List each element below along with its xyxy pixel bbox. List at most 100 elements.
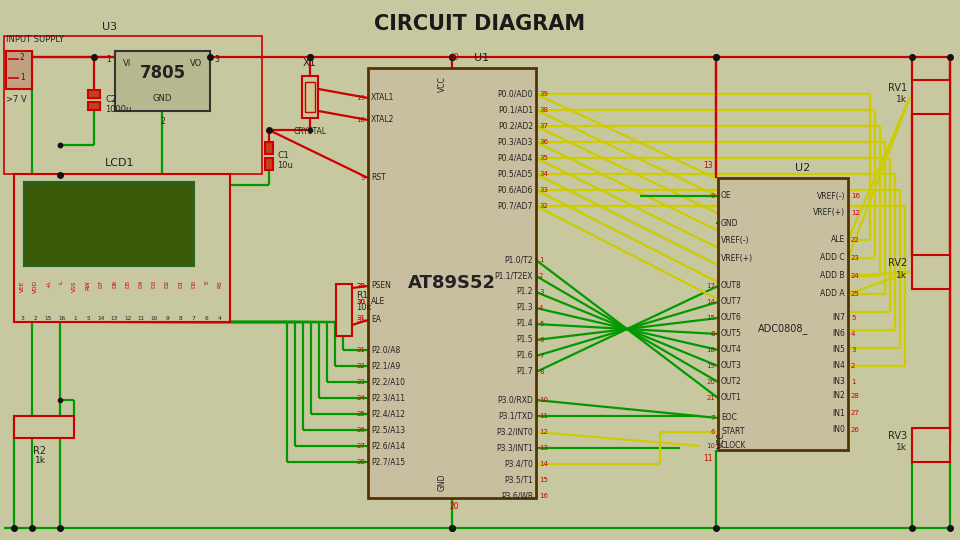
Text: IN3: IN3 <box>832 377 845 387</box>
Text: 11: 11 <box>137 316 144 321</box>
Text: 29: 29 <box>356 283 365 289</box>
Text: CLOCK: CLOCK <box>721 442 746 450</box>
Text: 9: 9 <box>165 316 169 321</box>
Text: OUT2: OUT2 <box>721 377 742 387</box>
Text: 8: 8 <box>179 316 182 321</box>
Text: 6: 6 <box>205 316 208 321</box>
Text: IN1: IN1 <box>832 408 845 417</box>
Bar <box>115 51 210 111</box>
Text: ALE: ALE <box>371 298 385 307</box>
Text: VSS: VSS <box>72 280 78 292</box>
Text: 6: 6 <box>710 429 715 435</box>
Text: R1: R1 <box>356 292 368 300</box>
Text: 37: 37 <box>539 123 548 129</box>
Text: 7: 7 <box>710 415 715 421</box>
Text: CRYSTAL: CRYSTAL <box>294 127 326 136</box>
Text: E: E <box>204 280 209 284</box>
Text: P3.0/RXD: P3.0/RXD <box>497 395 533 404</box>
Text: CIRCUIT DIAGRAM: CIRCUIT DIAGRAM <box>374 14 586 34</box>
Text: EA: EA <box>371 315 381 325</box>
Text: 30: 30 <box>356 299 365 305</box>
Text: D5: D5 <box>125 280 131 288</box>
Text: VREF(+): VREF(+) <box>813 208 845 218</box>
Text: 1k: 1k <box>896 96 907 105</box>
Text: 1: 1 <box>20 73 25 83</box>
Text: ADC0808_: ADC0808_ <box>757 323 808 334</box>
Bar <box>265 158 273 170</box>
Text: 27: 27 <box>356 443 365 449</box>
Text: 29: 29 <box>356 283 365 289</box>
Text: 11: 11 <box>704 454 713 463</box>
Text: 24: 24 <box>851 273 860 279</box>
Text: 8: 8 <box>710 331 715 337</box>
Text: 15: 15 <box>707 315 715 321</box>
Bar <box>14 174 230 322</box>
Text: 24: 24 <box>356 395 365 401</box>
Text: 28: 28 <box>356 459 365 465</box>
Text: 14: 14 <box>98 316 105 321</box>
Text: 36: 36 <box>539 139 548 145</box>
Text: IN6: IN6 <box>832 329 845 339</box>
Text: D0: D0 <box>191 280 196 288</box>
Bar <box>265 142 273 154</box>
Bar <box>718 178 848 450</box>
Text: P0.0/AD0: P0.0/AD0 <box>497 90 533 98</box>
Text: VDD: VDD <box>33 280 37 293</box>
Text: R2: R2 <box>34 446 47 456</box>
Text: P3.5/T1: P3.5/T1 <box>504 476 533 484</box>
Text: 12: 12 <box>851 210 860 216</box>
Text: D1: D1 <box>178 280 183 288</box>
Text: OUT4: OUT4 <box>721 346 742 354</box>
Text: 16: 16 <box>539 493 548 499</box>
Text: XTAL2: XTAL2 <box>371 116 395 125</box>
Bar <box>912 255 950 289</box>
Text: IN4: IN4 <box>832 361 845 370</box>
Text: >7 V: >7 V <box>6 95 26 104</box>
Text: 21: 21 <box>356 347 365 353</box>
Text: 1k: 1k <box>896 271 907 280</box>
Text: 7805: 7805 <box>139 64 185 82</box>
Text: 7: 7 <box>192 316 196 321</box>
Text: 18: 18 <box>706 347 715 353</box>
Text: P0.2/AD2: P0.2/AD2 <box>498 122 533 131</box>
Bar <box>302 76 318 118</box>
Text: P1.0/T2: P1.0/T2 <box>504 255 533 265</box>
Text: XTAL1: XTAL1 <box>371 93 395 103</box>
Text: 23: 23 <box>851 255 860 261</box>
Text: P2.7/A15: P2.7/A15 <box>371 457 405 467</box>
Text: PSEN: PSEN <box>371 281 391 291</box>
Text: U3: U3 <box>103 22 117 32</box>
Text: P2.1/A9: P2.1/A9 <box>371 361 400 370</box>
Text: START: START <box>721 428 745 436</box>
Text: 1: 1 <box>851 379 855 385</box>
Text: 23: 23 <box>356 379 365 385</box>
Text: OE: OE <box>721 192 732 200</box>
Text: 2: 2 <box>20 52 25 62</box>
Text: 35: 35 <box>539 155 548 161</box>
Text: 2: 2 <box>160 117 165 126</box>
Text: P1.6: P1.6 <box>516 352 533 361</box>
Text: 39: 39 <box>539 91 548 97</box>
Text: OUT5: OUT5 <box>721 329 742 339</box>
Text: P3.4/T0: P3.4/T0 <box>504 460 533 469</box>
Text: VREF(-): VREF(-) <box>721 235 750 245</box>
Text: 40: 40 <box>449 53 459 62</box>
Text: 14: 14 <box>539 461 548 467</box>
Text: P2.6/A14: P2.6/A14 <box>371 442 405 450</box>
Text: ADD C: ADD C <box>821 253 845 262</box>
Text: 20: 20 <box>707 379 715 385</box>
Text: C2: C2 <box>105 96 117 105</box>
Text: C1: C1 <box>277 151 289 159</box>
Text: 16: 16 <box>58 316 65 321</box>
Text: 10u: 10u <box>277 160 293 170</box>
Text: VI: VI <box>123 59 132 68</box>
Text: 30: 30 <box>356 299 365 305</box>
Text: P1.1/T2EX: P1.1/T2EX <box>494 272 533 280</box>
Text: 15: 15 <box>45 316 52 321</box>
Bar <box>912 428 950 462</box>
Text: P0.1/AD1: P0.1/AD1 <box>498 105 533 114</box>
Text: P2.4/A12: P2.4/A12 <box>371 409 405 418</box>
Bar <box>14 416 74 438</box>
Text: ALE: ALE <box>830 235 845 245</box>
Text: 10k: 10k <box>356 303 372 313</box>
